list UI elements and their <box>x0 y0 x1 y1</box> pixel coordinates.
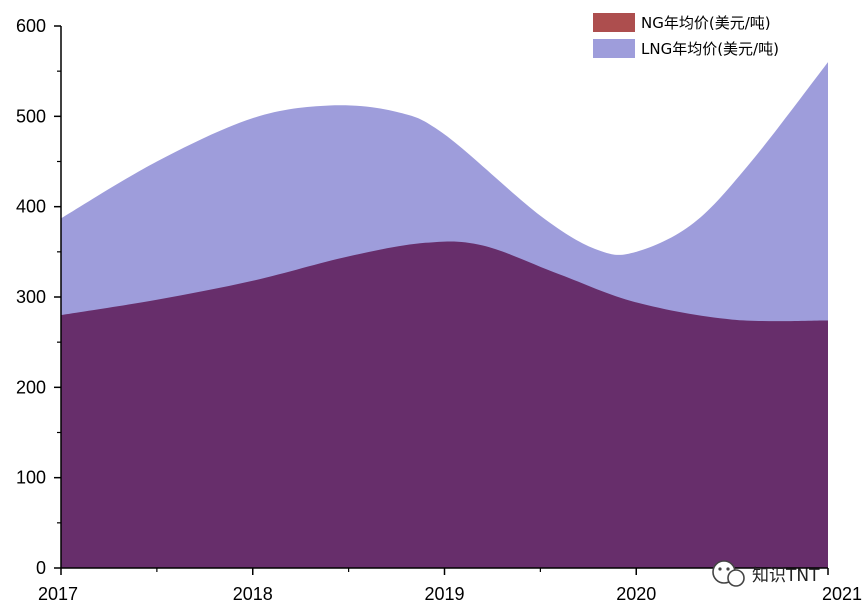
x-tick-label: 2020 <box>616 584 656 604</box>
y-axis-ticks: 0 100 200 300 400 500 600 <box>16 16 61 578</box>
plot-areas <box>61 62 828 568</box>
y-tick-label: 0 <box>36 558 46 578</box>
x-tick-label: 2018 <box>233 584 273 604</box>
y-tick-label: 300 <box>16 287 46 307</box>
legend-swatch-ng <box>593 13 635 32</box>
watermark: 知识TNT <box>712 560 820 587</box>
x-tick-label: 2021 <box>822 584 862 604</box>
watermark-text: 知识TNT <box>752 566 820 586</box>
legend-label-lng: LNG年均价(美元/吨) <box>641 40 779 58</box>
y-tick-label: 500 <box>16 106 46 126</box>
x-tick-label: 2017 <box>38 584 78 604</box>
wechat-icon <box>712 560 745 587</box>
legend-swatch-lng <box>593 39 635 58</box>
y-tick-label: 200 <box>16 377 46 397</box>
y-tick-label: 400 <box>16 197 46 217</box>
legend: NG年均价(美元/吨) LNG年均价(美元/吨) <box>593 13 779 58</box>
x-tick-label: 2019 <box>424 584 464 604</box>
x-axis-ticks: 2017 2018 2019 2020 2021 <box>38 568 862 604</box>
series-area-ng <box>61 241 828 568</box>
y-tick-label: 600 <box>16 16 46 36</box>
legend-label-ng: NG年均价(美元/吨) <box>641 14 771 32</box>
y-tick-label: 100 <box>16 468 46 488</box>
